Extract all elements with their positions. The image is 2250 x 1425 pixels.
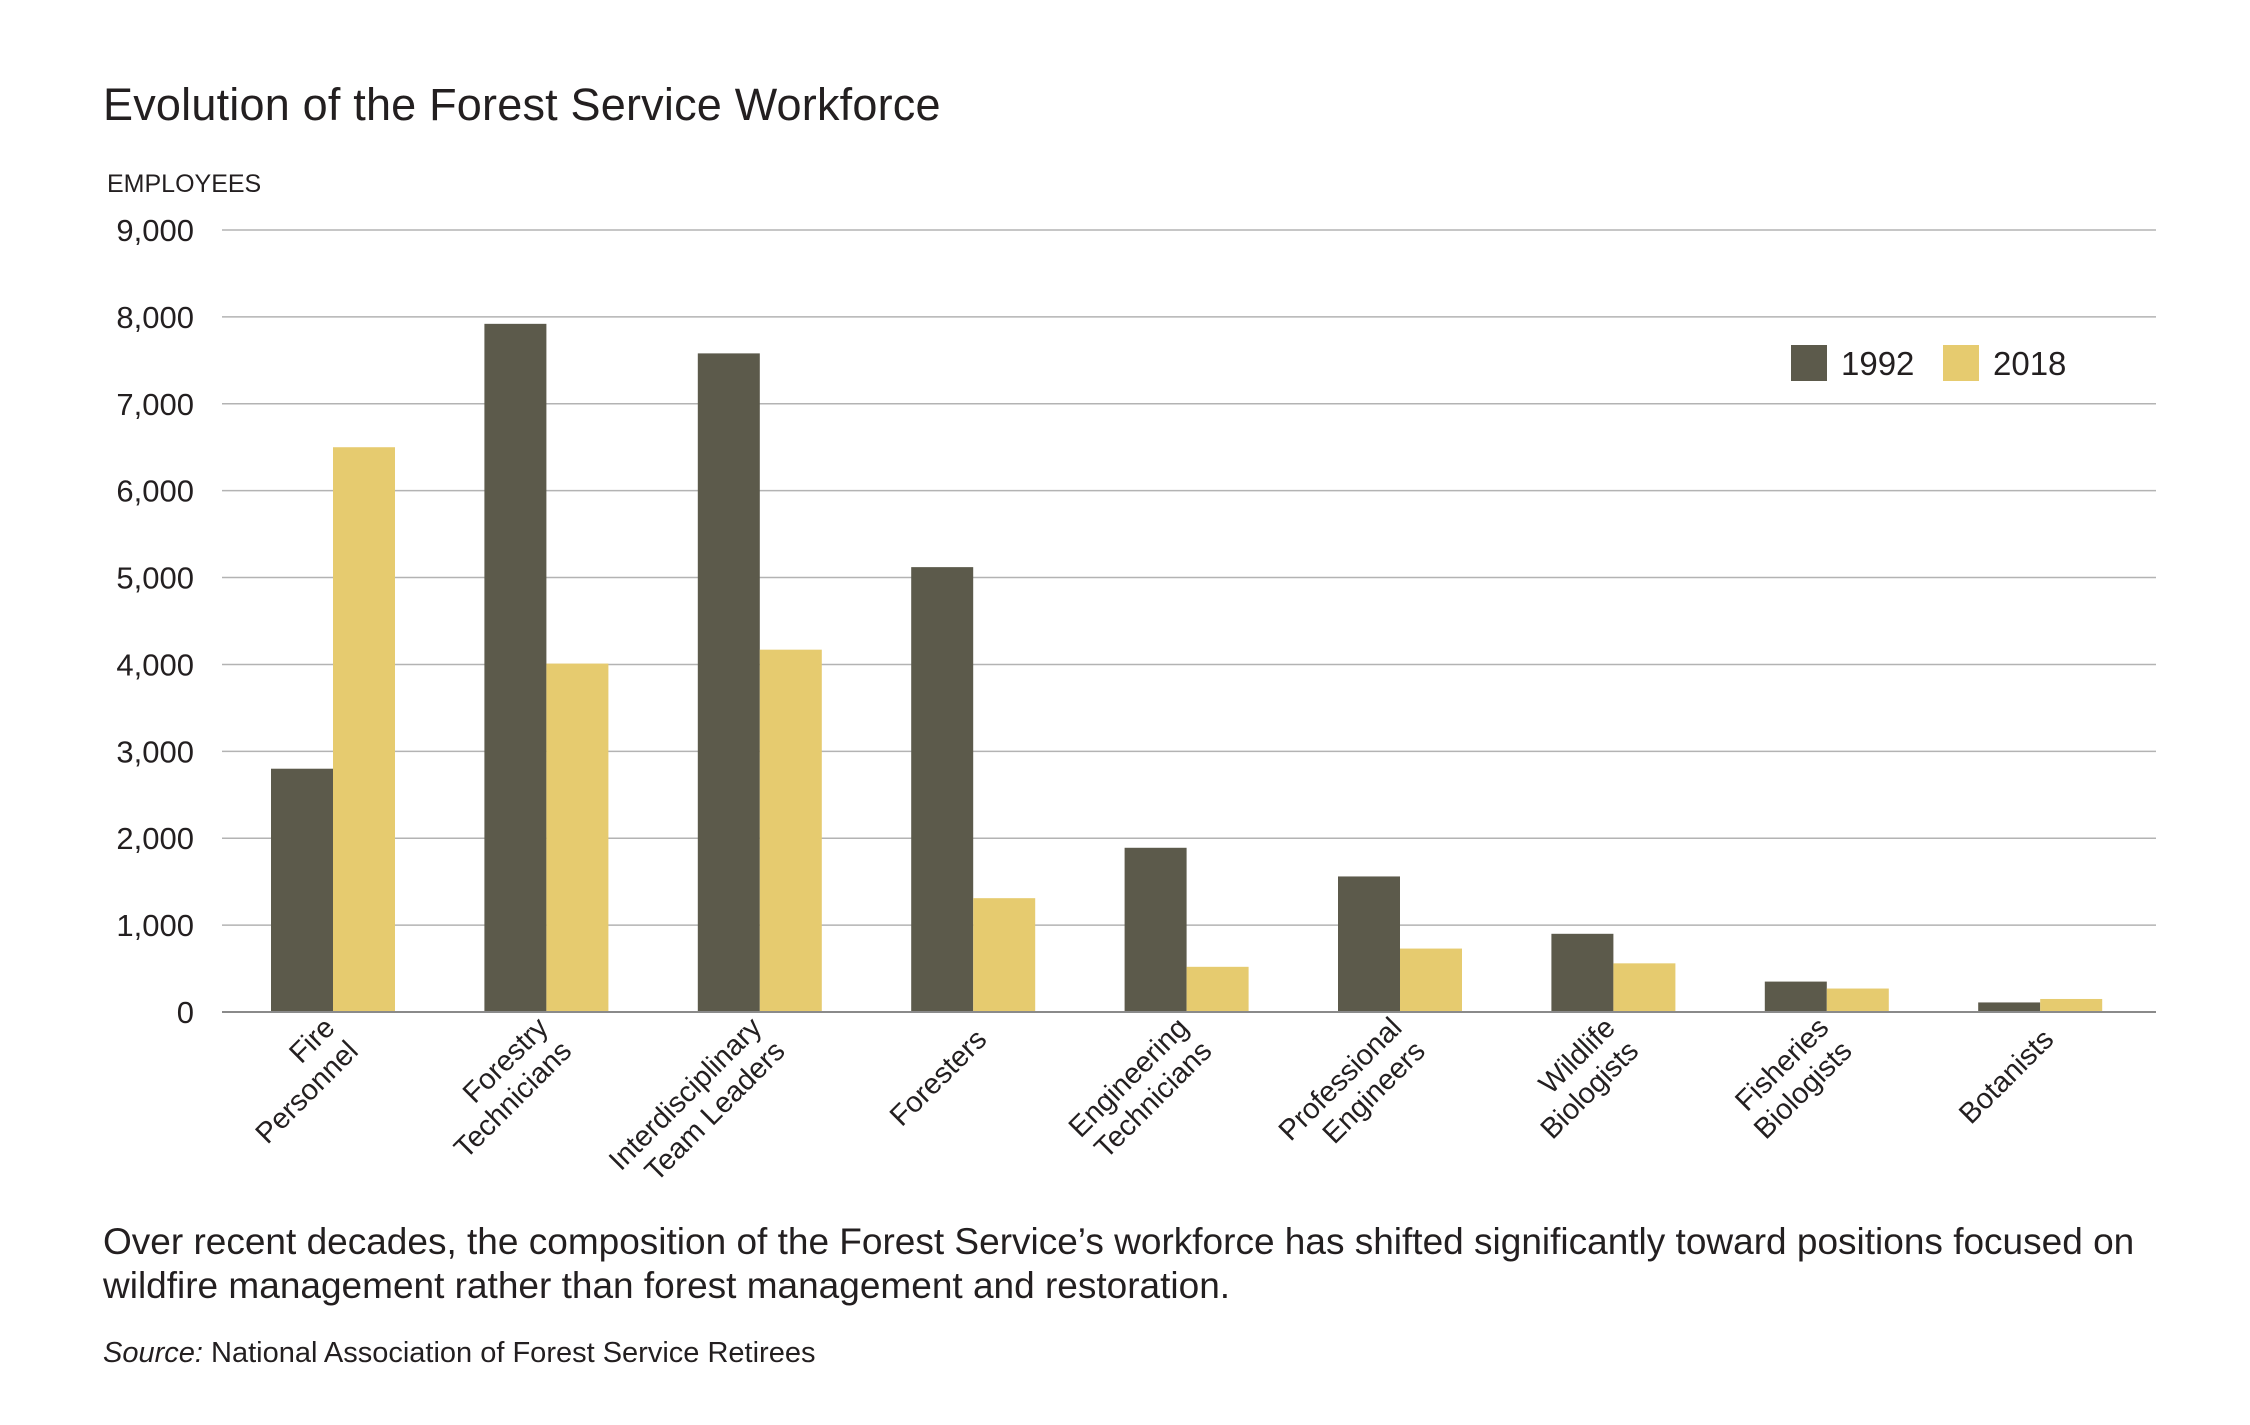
bar-2018-4: [973, 898, 1036, 1012]
x-tick-label: EngineeringTechnicians: [1063, 1012, 1218, 1167]
y-tick-label: 2,000: [116, 821, 194, 856]
legend-swatch-1992: [1791, 345, 1827, 381]
bar-2018-9: [2040, 998, 2103, 1012]
legend-label-1992: 1992: [1841, 345, 1914, 382]
y-tick-label: 0: [177, 995, 194, 1030]
bar-2018-5: [1186, 966, 1249, 1012]
bar-1992-1: [271, 768, 333, 1012]
bar-1992-2: [484, 323, 547, 1013]
x-tick-label: Foresters: [884, 1023, 993, 1132]
bar-2018-6: [1400, 948, 1462, 1012]
x-tick-label: FisheriesBiologists: [1725, 1012, 1859, 1146]
y-axis-label: EMPLOYEES: [107, 170, 261, 198]
legend: 1992 2018: [1791, 345, 2066, 382]
y-tick-label: 5,000: [116, 561, 194, 596]
x-tick-label: Botanists: [1953, 1023, 2060, 1130]
x-axis-ticks: FirePersonnel ForestryTechnicians Interdis…: [226, 1011, 2061, 1200]
bar-1992-5: [1124, 847, 1187, 1012]
chart-title: Evolution of the Forest Service Workforc…: [103, 79, 941, 130]
y-tick-label: 6,000: [116, 474, 194, 509]
bar-1992-6: [1338, 876, 1400, 1012]
bar-1992-8: [1764, 981, 1827, 1012]
bar-1992-4: [911, 567, 974, 1012]
legend-swatch-2018: [1943, 345, 1979, 381]
bar-1992-3: [697, 353, 760, 1013]
legend-label-2018: 2018: [1993, 345, 2066, 382]
bar-2018-1: [333, 447, 395, 1012]
y-tick-label: 1,000: [116, 908, 194, 943]
y-tick-label: 8,000: [116, 300, 194, 335]
bar-2018-8: [1826, 988, 1889, 1012]
y-tick-label: 7,000: [116, 387, 194, 422]
x-tick-label: ForestryTechnicians: [425, 1011, 578, 1164]
bar-2018-3: [759, 649, 822, 1012]
x-tick-label: ProfessionalEngineers: [1273, 1012, 1432, 1171]
source-label: Source:: [103, 1337, 203, 1369]
y-tick-label: 4,000: [116, 647, 194, 682]
x-tick-label-line: Botanists: [1953, 1023, 2060, 1130]
x-tick-label-line: Foresters: [884, 1023, 993, 1132]
y-axis-ticks: 0 1,000 2,000 3,000 4,000 5,000 6,000 7,000 8,00…: [116, 213, 194, 1030]
y-tick-label: 9,000: [116, 213, 194, 248]
bar-chart: EMPLOYEES 0 1,000 2,000 3,000 4,000 5,000 6,00…: [107, 170, 2156, 1200]
x-tick-label: InterdisciplinaryTeam Leaders: [603, 1011, 792, 1200]
x-tick-label: WildlifeBiologists: [1511, 1012, 1645, 1146]
x-tick-label: FirePersonnel: [226, 1012, 364, 1150]
y-tick-label: 3,000: [116, 734, 194, 769]
bar-1992-7: [1551, 933, 1614, 1012]
source-note: Source: National Association of Forest S…: [103, 1337, 815, 1370]
bar-1992-9: [1978, 1002, 2041, 1012]
bar-2018-7: [1613, 963, 1676, 1012]
source-text: National Association of Forest Service R…: [211, 1337, 816, 1369]
bars: [271, 323, 2103, 1013]
bar-2018-2: [546, 663, 609, 1012]
chart-caption: Over recent decades, the composition of …: [103, 1221, 2135, 1306]
